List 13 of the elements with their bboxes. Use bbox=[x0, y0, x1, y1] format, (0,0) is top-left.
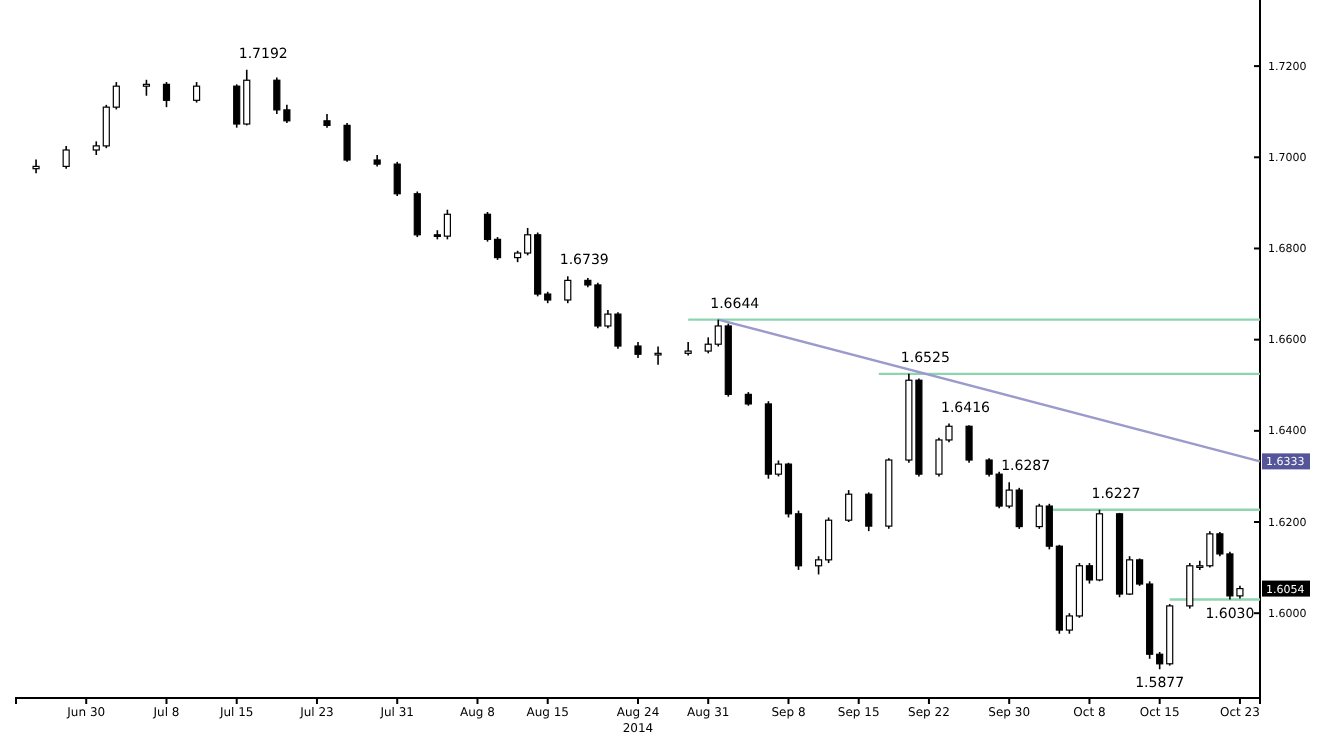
candlestick bbox=[343, 122, 351, 163]
candlestick bbox=[965, 424, 973, 464]
candlestick bbox=[845, 489, 853, 523]
candlestick bbox=[865, 491, 873, 532]
candlestick bbox=[564, 275, 572, 304]
candlestick bbox=[162, 81, 171, 108]
candlestick bbox=[62, 145, 70, 170]
candlestick bbox=[32, 158, 40, 175]
candlestick bbox=[413, 190, 421, 238]
candlestick bbox=[393, 161, 401, 197]
candlestick bbox=[654, 345, 662, 366]
candlestick bbox=[684, 341, 692, 357]
candlestick bbox=[192, 81, 201, 104]
